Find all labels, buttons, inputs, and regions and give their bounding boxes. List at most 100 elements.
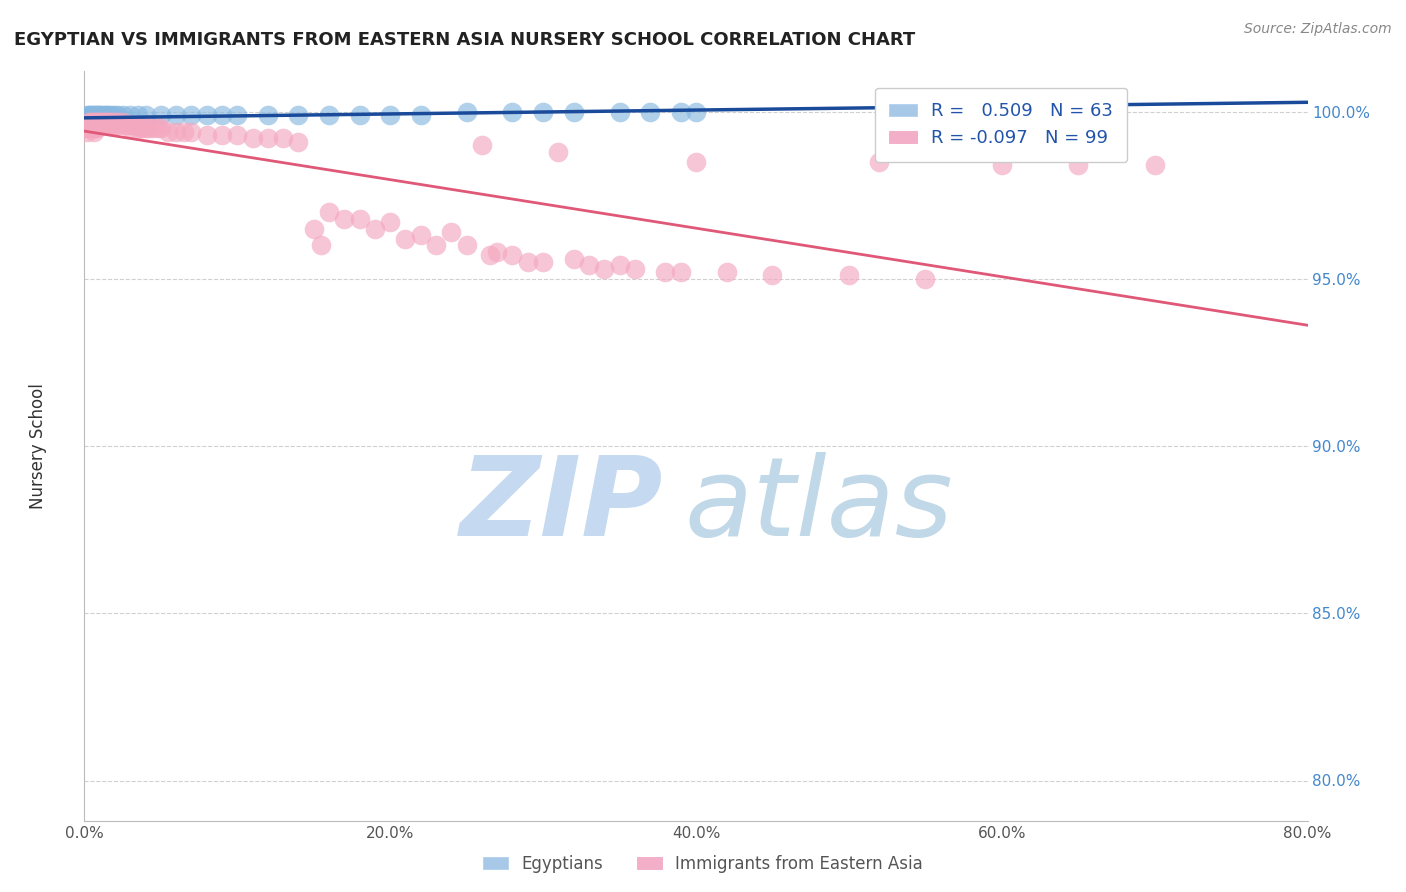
Point xyxy=(1143,158,1166,172)
Point xyxy=(76,114,98,128)
Point xyxy=(76,118,98,132)
Point xyxy=(129,121,152,136)
Point xyxy=(471,137,494,152)
Point xyxy=(502,104,524,119)
Point xyxy=(84,118,107,132)
Point xyxy=(75,121,97,136)
Point xyxy=(96,108,118,122)
Point xyxy=(425,238,447,252)
Point xyxy=(1067,158,1090,172)
Point xyxy=(86,108,108,122)
Point xyxy=(349,211,371,226)
Point xyxy=(86,112,108,126)
Point xyxy=(638,104,661,119)
Point xyxy=(97,114,120,128)
Point xyxy=(149,121,172,136)
Point xyxy=(76,112,98,126)
Point xyxy=(991,158,1014,172)
Point xyxy=(271,131,294,145)
Point xyxy=(87,118,110,132)
Point xyxy=(311,238,333,252)
Point xyxy=(127,121,149,136)
Point xyxy=(135,121,157,136)
Point xyxy=(76,108,98,122)
Point xyxy=(242,131,264,145)
Point xyxy=(77,112,100,126)
Point xyxy=(84,108,107,122)
Point xyxy=(111,108,134,122)
Point xyxy=(77,118,100,132)
Point xyxy=(104,114,127,128)
Point xyxy=(83,112,105,126)
Point xyxy=(257,131,280,145)
Point xyxy=(135,108,157,122)
Point xyxy=(516,255,538,269)
Point xyxy=(96,114,118,128)
Point xyxy=(609,259,631,273)
Point xyxy=(75,112,97,126)
Point xyxy=(96,118,118,132)
Point xyxy=(593,261,616,276)
Point xyxy=(79,118,101,132)
Legend: Egyptians, Immigrants from Eastern Asia: Egyptians, Immigrants from Eastern Asia xyxy=(477,848,929,880)
Point xyxy=(80,112,103,126)
Point xyxy=(79,118,101,132)
Point xyxy=(869,154,891,169)
Point xyxy=(84,114,107,128)
Point xyxy=(77,108,100,122)
Point xyxy=(90,114,112,128)
Point xyxy=(83,125,105,139)
Point xyxy=(124,118,146,132)
Point xyxy=(165,125,187,139)
Point xyxy=(531,255,554,269)
Point xyxy=(380,215,402,229)
Point xyxy=(685,154,707,169)
Point xyxy=(107,108,129,122)
Point xyxy=(409,228,432,243)
Point xyxy=(80,118,103,132)
Point xyxy=(318,204,340,219)
Point xyxy=(94,108,117,122)
Text: Source: ZipAtlas.com: Source: ZipAtlas.com xyxy=(1244,22,1392,37)
Point xyxy=(83,118,105,132)
Point xyxy=(120,108,142,122)
Point xyxy=(84,112,107,126)
Point xyxy=(79,112,101,126)
Point xyxy=(914,271,936,285)
Point xyxy=(91,112,114,126)
Point xyxy=(257,108,280,122)
Point xyxy=(146,121,169,136)
Point xyxy=(107,118,129,132)
Point xyxy=(77,114,100,128)
Point xyxy=(761,268,783,283)
Point xyxy=(531,104,554,119)
Point xyxy=(456,104,478,119)
Point xyxy=(93,108,115,122)
Point xyxy=(80,114,103,128)
Point xyxy=(104,108,127,122)
Point xyxy=(111,118,134,132)
Point xyxy=(86,121,108,136)
Point xyxy=(80,121,103,136)
Point xyxy=(180,125,202,139)
Point xyxy=(91,114,114,128)
Point xyxy=(333,211,356,226)
Point xyxy=(111,114,134,128)
Point xyxy=(89,118,111,132)
Point xyxy=(685,104,707,119)
Point xyxy=(101,118,124,132)
Point xyxy=(79,114,101,128)
Point xyxy=(578,259,600,273)
Point xyxy=(440,225,463,239)
Text: atlas: atlas xyxy=(683,452,953,559)
Point xyxy=(97,108,120,122)
Point xyxy=(84,121,107,136)
Point xyxy=(838,268,860,283)
Point xyxy=(669,104,692,119)
Point xyxy=(486,245,509,260)
Point xyxy=(87,114,110,128)
Point xyxy=(547,145,569,159)
Point xyxy=(226,108,249,122)
Point xyxy=(86,114,108,128)
Point xyxy=(624,261,647,276)
